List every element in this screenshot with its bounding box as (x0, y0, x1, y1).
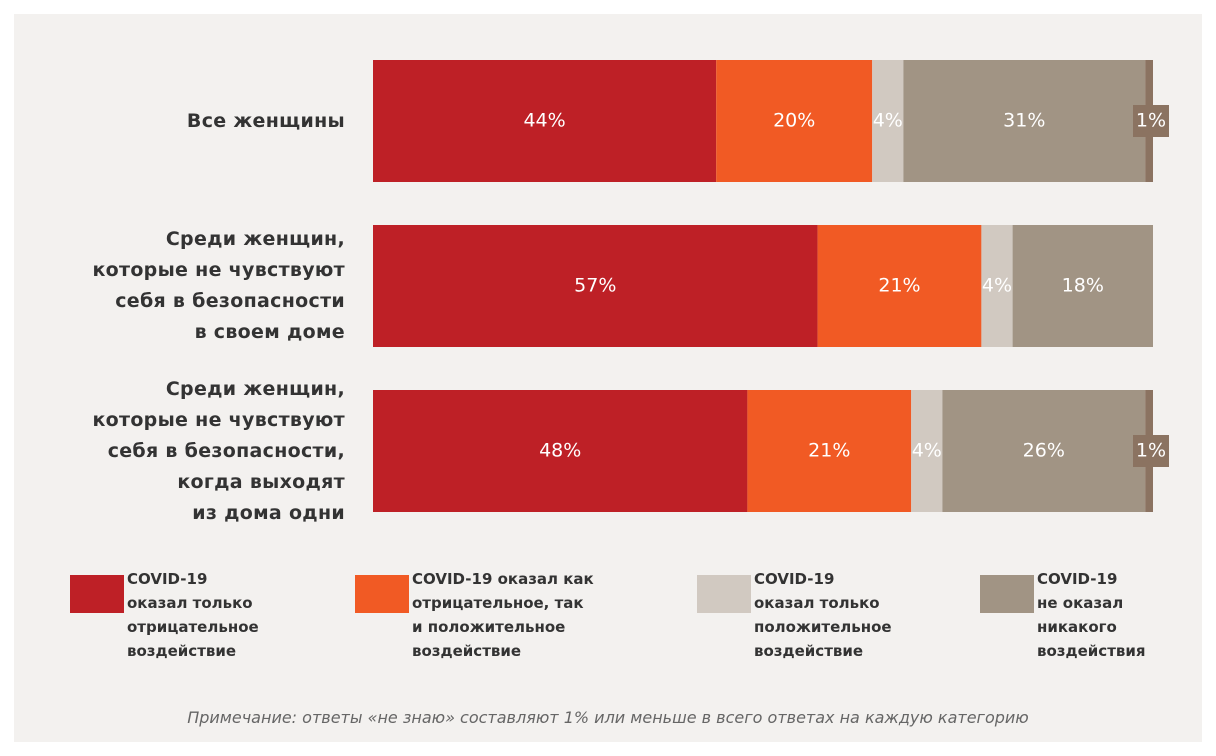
legend-label: COVID-19 оказал только отрицательное воз… (127, 570, 259, 660)
bar-segment (911, 390, 943, 512)
category-label: Среди женщин, которые не чувствуют себя … (92, 377, 345, 524)
legend-label: COVID-19 оказал как отрицательное, так и… (412, 570, 594, 660)
legend-label: COVID-19 оказал только положительное воз… (754, 570, 892, 660)
value-label: 4% (912, 440, 942, 462)
bar-segment (747, 390, 912, 512)
value-label: 21% (878, 275, 920, 297)
value-label: 18% (1062, 275, 1104, 297)
value-label: 1% (1136, 440, 1166, 462)
value-label: 20% (773, 110, 815, 132)
bar-segment (817, 225, 982, 347)
bar-segment (872, 60, 904, 182)
value-label: 21% (808, 440, 850, 462)
value-label: 57% (574, 275, 616, 297)
value-label: 31% (1003, 110, 1045, 132)
bar-segment (981, 225, 1013, 347)
label-box (1133, 435, 1169, 467)
legend-swatch (980, 575, 1034, 613)
note: Примечание: ответы «не знаю» составляют … (187, 708, 1029, 727)
category-label: Среди женщин, которые не чувствуют себя … (92, 228, 345, 343)
category-label: Все женщины (186, 109, 345, 132)
bar-segment (373, 390, 748, 512)
bar-segment (373, 60, 717, 182)
bar-segment (373, 225, 818, 347)
legend-label: COVID-19 не оказал никакого воздействия (1037, 570, 1146, 660)
value-label: 48% (539, 440, 581, 462)
bar-segment (942, 390, 1146, 512)
legend-swatch (70, 575, 124, 613)
value-label: 4% (982, 275, 1012, 297)
bar-segment (1012, 225, 1153, 347)
legend-swatch (697, 575, 751, 613)
label-box (1133, 105, 1169, 137)
bar-segment (716, 60, 873, 182)
legend-swatch (355, 575, 409, 613)
value-label: 4% (873, 110, 903, 132)
value-label: 44% (523, 110, 565, 132)
value-label: 1% (1136, 110, 1166, 132)
value-label: 26% (1023, 440, 1065, 462)
bar-segment (903, 60, 1146, 182)
